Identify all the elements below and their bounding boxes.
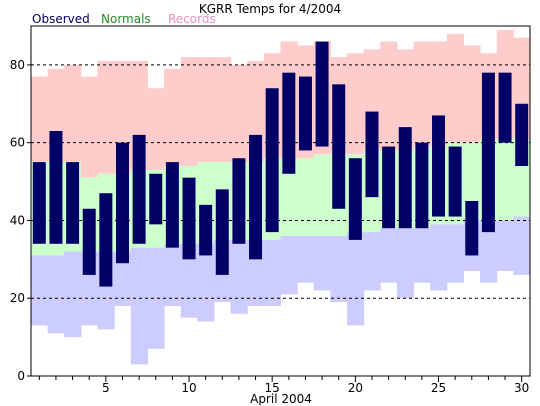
record-low-band xyxy=(446,224,464,283)
observed-bar xyxy=(332,84,346,209)
observed-bar xyxy=(348,158,362,240)
record-high-band xyxy=(197,57,215,163)
record-high-band xyxy=(230,64,248,163)
record-high-band xyxy=(164,68,182,166)
observed-bar xyxy=(199,204,213,256)
record-high-band xyxy=(396,49,415,151)
x-axis-label: April 2004 xyxy=(250,392,312,406)
observed-bar xyxy=(32,162,46,244)
observed-bar xyxy=(249,134,263,260)
record-high-band xyxy=(80,76,99,178)
record-low-band xyxy=(480,220,498,283)
observed-bar xyxy=(115,142,129,264)
normal-band xyxy=(297,158,315,236)
observed-bar xyxy=(432,115,446,217)
y-tick-label: 40 xyxy=(10,213,25,227)
normal-band xyxy=(280,158,298,236)
record-high-band xyxy=(97,61,115,174)
observed-bar xyxy=(315,41,329,147)
record-low-band xyxy=(347,232,365,326)
observed-bar xyxy=(481,72,495,233)
record-low-band xyxy=(430,224,448,291)
record-high-band xyxy=(446,33,464,143)
x-tick-label: 20 xyxy=(348,381,363,395)
record-low-band xyxy=(114,251,132,306)
legend-observed: Observed xyxy=(32,12,90,26)
observed-bar xyxy=(515,103,529,166)
record-low-band xyxy=(413,228,431,283)
plot-area: 0 20 40 60 80 5 10 15 20 25 30 xyxy=(10,25,531,395)
observed-bar xyxy=(282,72,296,174)
x-tick-label: 10 xyxy=(181,381,196,395)
observed-bar xyxy=(149,173,163,225)
observed-bar xyxy=(182,177,196,260)
record-low-band xyxy=(297,236,315,283)
observed-bar xyxy=(398,127,412,229)
record-high-band xyxy=(180,57,198,166)
record-high-band xyxy=(64,64,82,163)
x-tick-label: 25 xyxy=(431,381,446,395)
record-high-band xyxy=(413,41,431,147)
observed-bar xyxy=(415,142,429,229)
observed-bar xyxy=(82,208,96,275)
record-low-band xyxy=(280,236,298,295)
record-low-band xyxy=(330,236,348,303)
observed-bar xyxy=(382,146,396,229)
legend-records: Records xyxy=(168,12,216,26)
observed-bar xyxy=(465,201,479,256)
y-tick-label: 0 xyxy=(17,369,25,383)
record-high-band xyxy=(380,41,398,151)
record-high-band xyxy=(31,76,49,163)
y-tick-label: 20 xyxy=(10,291,25,305)
normal-band xyxy=(313,154,331,236)
record-low-band xyxy=(380,228,398,283)
record-low-band xyxy=(513,216,531,275)
observed-bar xyxy=(232,158,246,244)
x-tick-label: 30 xyxy=(514,381,529,395)
record-low-band xyxy=(396,228,415,299)
observed-bar xyxy=(498,72,512,143)
normal-band xyxy=(496,138,514,221)
record-low-band xyxy=(197,243,215,322)
chart-title: KGRR Temps for 4/2004 xyxy=(199,2,341,16)
observed-bar xyxy=(448,146,462,217)
record-low-band xyxy=(164,243,182,306)
record-low-band xyxy=(64,251,82,338)
y-tick-label: 60 xyxy=(10,136,25,150)
observed-bar xyxy=(215,189,229,275)
record-high-band xyxy=(347,53,365,155)
record-low-band xyxy=(230,239,248,314)
record-low-band xyxy=(47,255,65,334)
record-low-band xyxy=(130,247,148,365)
legend-normals: Normals xyxy=(101,12,151,26)
observed-bar xyxy=(132,134,146,244)
observed-bar xyxy=(298,76,312,151)
record-low-band xyxy=(31,255,49,326)
record-high-band xyxy=(213,57,232,163)
observed-bar xyxy=(49,131,63,244)
record-high-band xyxy=(147,88,165,170)
record-low-band xyxy=(313,236,331,291)
record-low-band xyxy=(180,243,198,318)
record-high-band xyxy=(463,45,481,143)
record-low-band xyxy=(496,220,514,271)
observed-bar xyxy=(66,162,80,244)
observed-bar xyxy=(265,88,279,233)
y-tick-label: 80 xyxy=(10,58,25,72)
observed-bar xyxy=(99,193,113,287)
record-low-band xyxy=(263,239,281,306)
x-tick-label: 15 xyxy=(265,381,280,395)
x-tick-label: 5 xyxy=(102,381,110,395)
observed-bar xyxy=(165,162,179,248)
record-low-band xyxy=(363,232,381,291)
plot-frame xyxy=(30,25,531,377)
observed-bar xyxy=(365,111,379,198)
record-low-band xyxy=(147,247,165,349)
